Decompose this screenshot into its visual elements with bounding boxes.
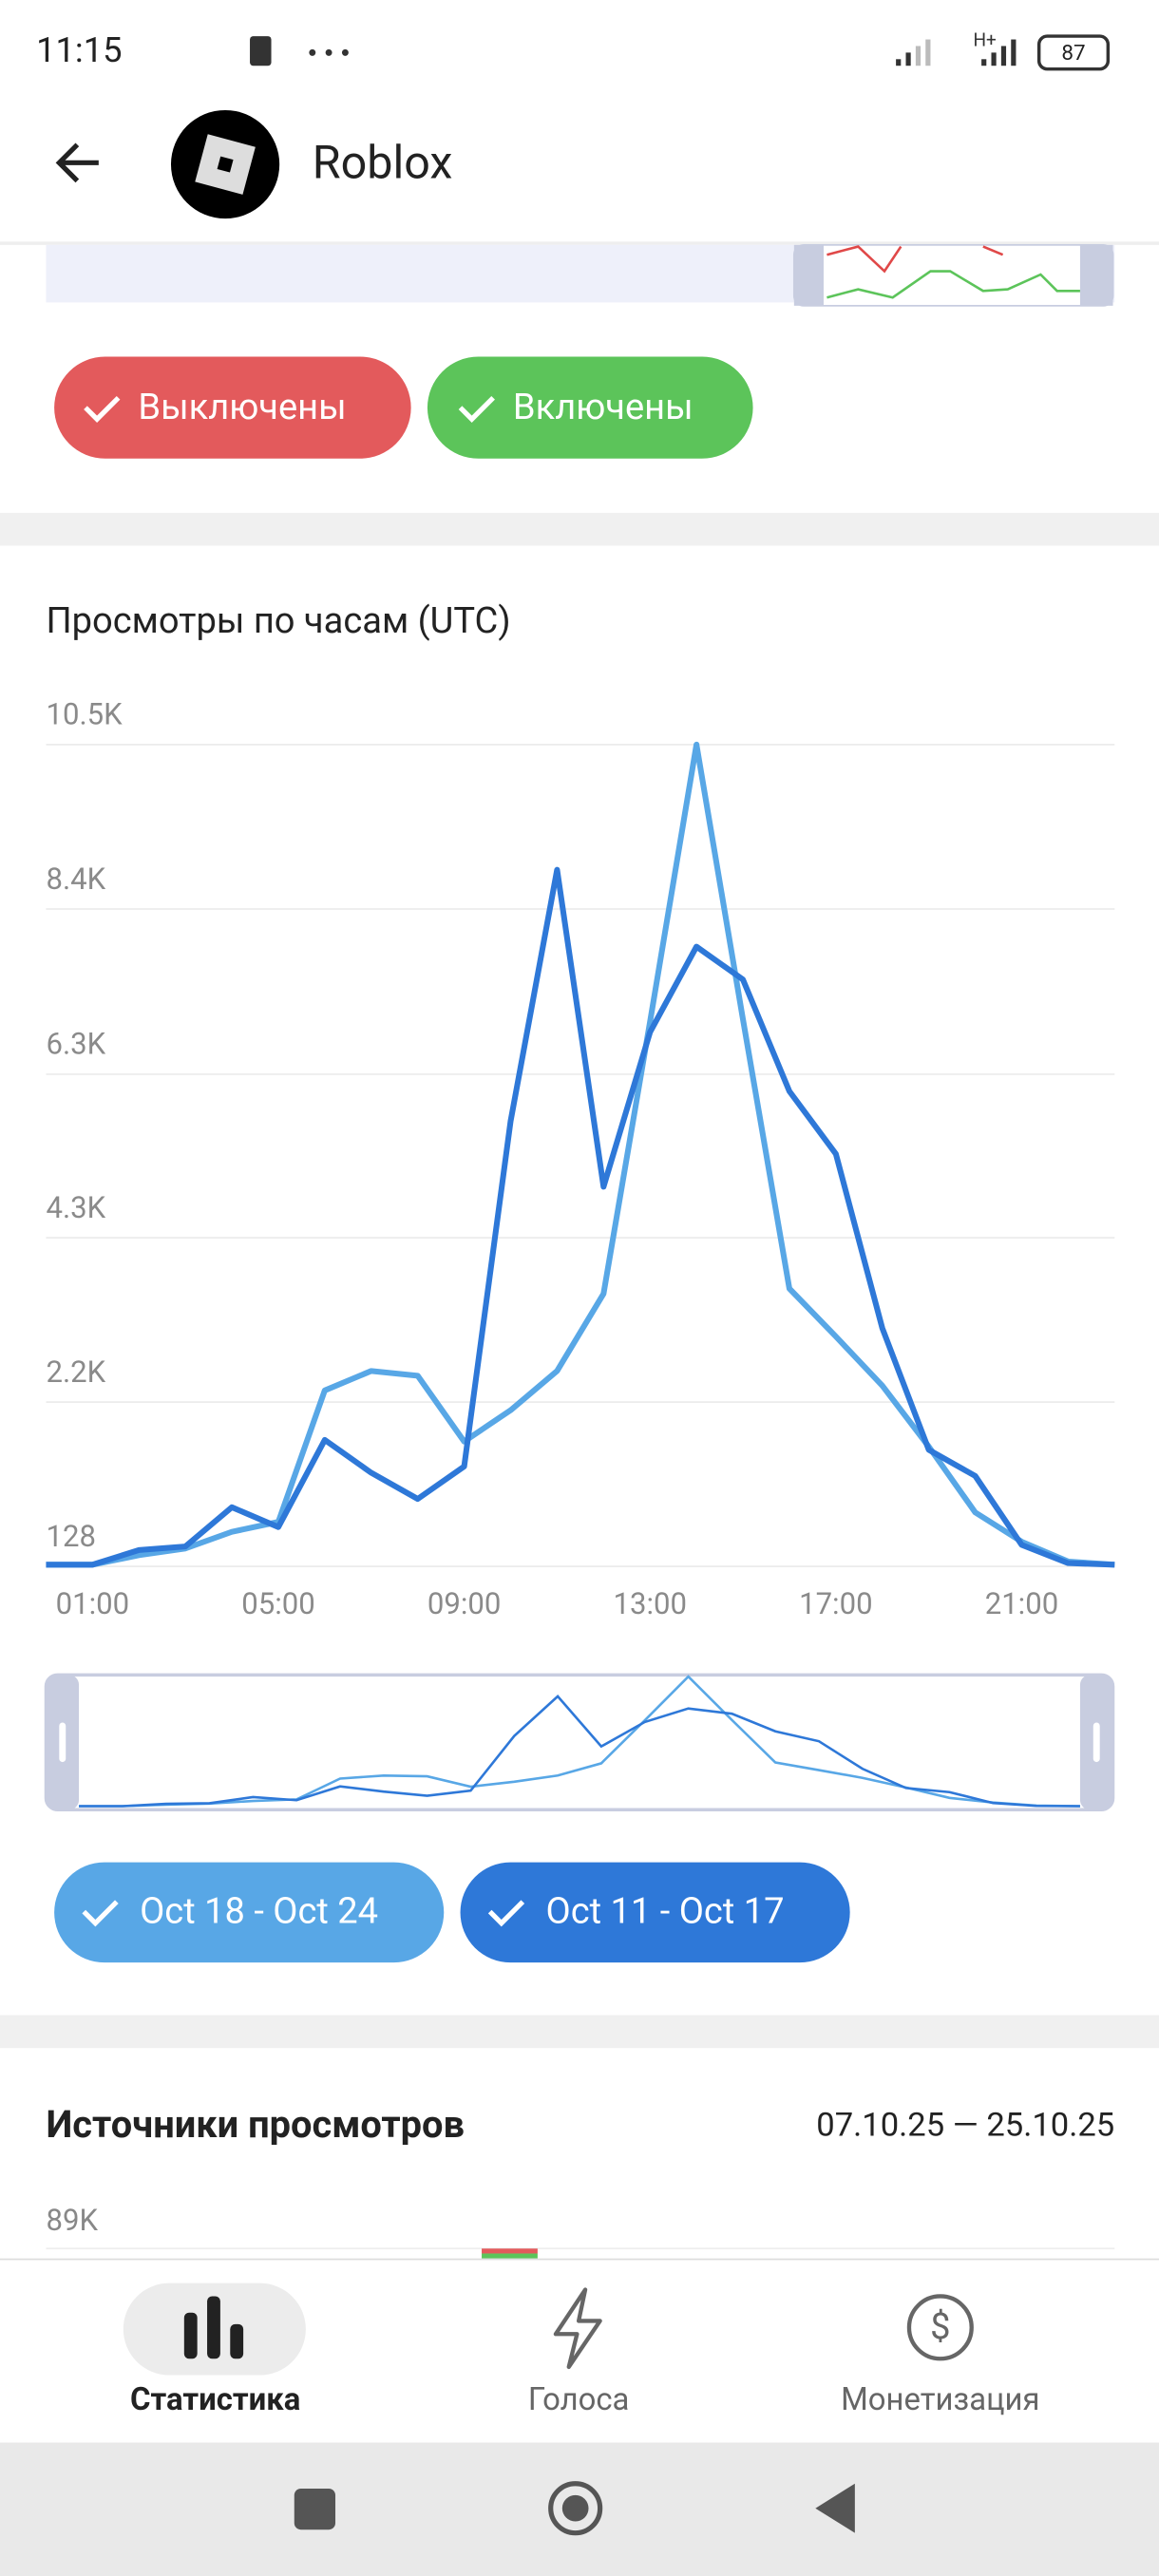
prev-line [826,270,1080,299]
prev-navigator [792,243,1114,307]
home-dot [561,2494,589,2522]
prev-line [826,245,1004,274]
x-tick-label: 21:00 [985,1586,1059,1621]
header-divider [0,241,1159,245]
y-tick-label: 4.3K [46,1190,105,1225]
votes-icon[interactable] [553,2287,602,2370]
y-tick-label: 8.4K [46,862,105,897]
handle-grip [59,1722,66,1763]
y-tick-label: 10.5K [46,697,123,732]
back-button[interactable] [55,142,99,183]
section-title: Источники просмотров [46,2102,465,2147]
check-icon [82,1900,119,1927]
home-button[interactable] [548,2481,603,2536]
check-icon [458,395,495,423]
x-tick-label: 01:00 [56,1586,130,1621]
header-title: Roblox [313,136,453,190]
bar-top [482,2253,538,2261]
nav-label[interactable]: Статистика [130,2382,300,2418]
prev-handle[interactable] [1079,244,1113,306]
bar-top [482,2248,538,2254]
handle-grip [1092,1722,1100,1763]
money-icon[interactable] [906,2294,974,2361]
prev-handle[interactable] [793,244,824,306]
y-tick-label: 2.2K [46,1354,105,1390]
legend-pill[interactable] [54,1862,445,1963]
x-tick-label: 09:00 [428,1586,502,1621]
status-network: H+ [973,28,996,50]
battery-level: 87 [1061,41,1085,66]
series-line [46,741,1115,1568]
legend-label[interactable]: Oct 11 - Oct 17 [546,1890,785,1932]
y-tick-label: 6.3K [46,1027,105,1062]
filter-pill[interactable] [427,356,753,459]
status-time: 11:15 [36,29,122,70]
navigator-line [79,1695,1080,1808]
filter-label[interactable]: Выключены [138,387,346,428]
nav-divider [0,2258,1159,2261]
legend-pill[interactable] [460,1862,850,1963]
x-tick-label: 13:00 [613,1586,687,1621]
chart-title: Просмотры по часам (UTC) [46,600,510,642]
legend-label[interactable]: Oct 18 - Oct 24 [140,1890,378,1932]
logo-hole [217,156,234,173]
nav-label[interactable]: Голоса [528,2382,630,2418]
legend: Oct 18 - Oct 24 Oct 11 - Oct 17 [54,1862,850,1963]
check-icon [84,395,121,423]
section-separator [0,512,1159,546]
filter-pill[interactable] [54,356,411,459]
navigator-lines [79,1675,1080,1808]
y-tick-label: 89K [46,2203,98,2238]
filter-label[interactable]: Включены [513,387,694,428]
stats-icon [183,2296,244,2359]
status-icons [250,34,1111,71]
section-separator [0,2015,1159,2049]
nav-label[interactable]: Монетизация [841,2382,1039,2418]
x-tick-label: 17:00 [799,1586,873,1621]
x-tick-label: 05:00 [241,1586,315,1621]
plot: 128 2.2K 4.3K 6.3K 8.4K 10.5K 01:00 05:00 09:00 1… [46,697,1115,1621]
y-tick-label: 128 [46,1519,95,1554]
money-icon-glyph: $ [930,2306,950,2348]
date-range[interactable]: 07.10.25 — 25.10.25 [816,2106,1114,2144]
navigator [44,1673,1115,1811]
back-system-button[interactable] [815,2483,855,2533]
series-line [46,866,1115,1568]
recents-button[interactable] [294,2488,336,2530]
check-icon [487,1900,525,1927]
